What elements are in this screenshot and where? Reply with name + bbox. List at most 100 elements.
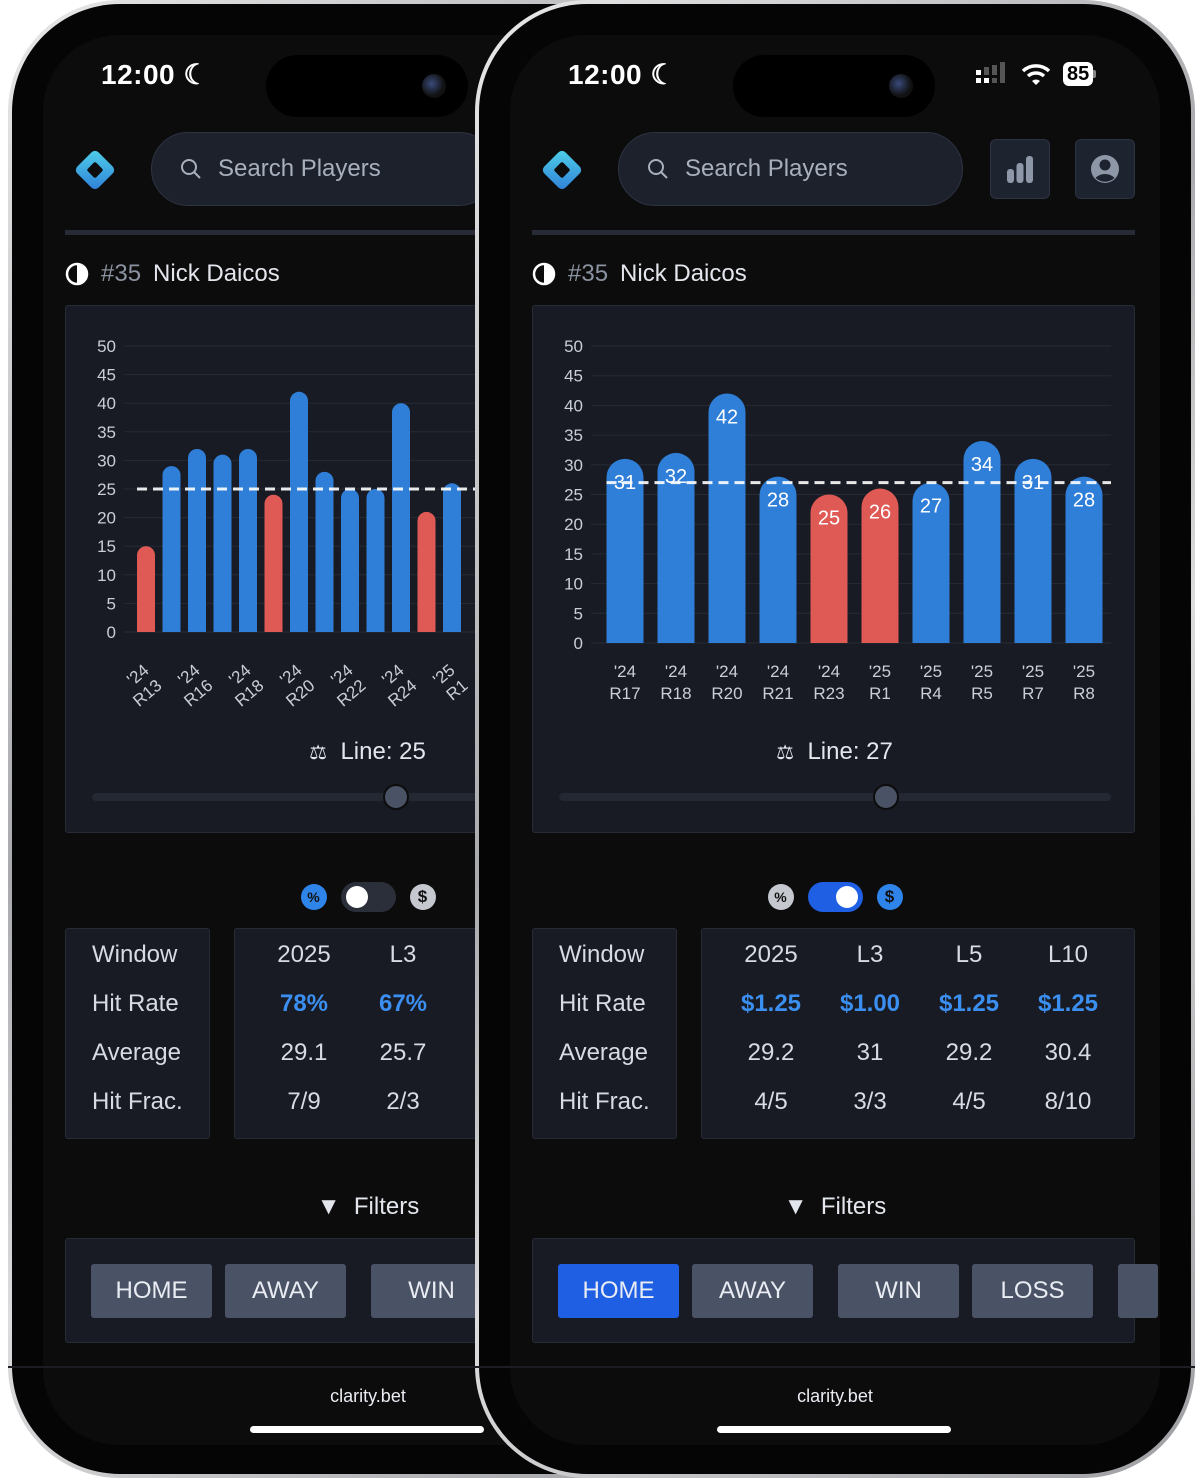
y-tick-label: 0	[107, 623, 116, 642]
wifi-icon	[1021, 64, 1051, 85]
line-slider[interactable]	[559, 793, 1111, 801]
x-tick-label: '24 R21	[762, 662, 793, 703]
bar[interactable]	[213, 454, 232, 632]
mode-toggle[interactable]	[807, 882, 863, 912]
dollar-icon[interactable]: $	[876, 884, 903, 910]
col-window[interactable]: L10	[1047, 941, 1089, 968]
row-label: Hit Frac.	[559, 1088, 650, 1115]
divider	[532, 230, 1135, 235]
col-window[interactable]: L3	[856, 941, 884, 968]
filter-loss-button[interactable]: LOSS	[972, 1264, 1093, 1318]
percent-icon[interactable]: %	[767, 884, 794, 910]
col-window[interactable]: 2025	[277, 941, 331, 968]
search-placeholder: Search Players	[685, 155, 848, 182]
bar-value-label: 34	[971, 454, 993, 476]
col-hit-frac: 2/3	[386, 1088, 420, 1115]
bar-chart-icon	[1007, 156, 1033, 183]
bar[interactable]	[1065, 476, 1103, 643]
divider	[65, 230, 668, 235]
slider-thumb[interactable]	[383, 784, 409, 810]
table-labels-card: Window Hit Rate Average Hit Frac.	[532, 928, 677, 1139]
col-hit-frac: 4/5	[754, 1088, 788, 1115]
y-tick-label: 25	[97, 480, 116, 499]
mode-toggle[interactable]	[340, 882, 396, 912]
col-average: 30.4	[1044, 1039, 1092, 1066]
y-tick-label: 30	[97, 451, 116, 470]
line-slider[interactable]	[92, 793, 644, 801]
col-window[interactable]: 2025	[744, 941, 798, 968]
x-tick-label: '25 R5	[971, 662, 993, 703]
bar[interactable]	[417, 511, 436, 632]
x-tick-label: '24R22	[320, 661, 369, 711]
filter-away-button[interactable]: AWAY	[225, 1264, 346, 1318]
home-indicator[interactable]	[717, 1426, 951, 1433]
y-tick-label: 50	[97, 337, 116, 356]
bar[interactable]	[810, 494, 848, 644]
flask-icon: ⚖	[309, 742, 328, 764]
bar[interactable]	[1014, 458, 1052, 643]
status-time: 12:00 ☾	[568, 59, 677, 90]
bar[interactable]	[963, 441, 1001, 643]
col-window[interactable]: L3	[389, 941, 417, 968]
percent-icon[interactable]: %	[300, 884, 327, 910]
player-title: #35 Nick Daicos	[65, 260, 280, 288]
row-label: Average	[92, 1039, 181, 1066]
filter-win-button[interactable]: WIN	[371, 1264, 492, 1318]
filter-home-button[interactable]: HOME	[91, 1264, 212, 1318]
col-window[interactable]: L5	[955, 941, 983, 968]
cellular-signal-icon	[976, 62, 1005, 83]
line-label: ⚖ Line: 25	[309, 738, 426, 765]
bar[interactable]	[341, 489, 359, 632]
bar[interactable]	[315, 471, 334, 632]
bar[interactable]	[239, 448, 257, 632]
footer-brand[interactable]: clarity.bet	[330, 1386, 406, 1406]
bar[interactable]	[162, 466, 181, 632]
bar[interactable]	[657, 452, 695, 643]
bar[interactable]	[290, 391, 308, 632]
stats-button[interactable]	[990, 139, 1050, 199]
filter-home-button[interactable]: HOME	[558, 1264, 679, 1318]
logo-icon[interactable]	[72, 147, 118, 198]
logo-icon[interactable]	[539, 147, 585, 198]
phone-right: 12:00 ☾ 85 Search Players #35 Nick Daicos…	[475, 0, 1195, 1478]
bar[interactable]	[912, 482, 950, 643]
dollar-icon[interactable]: $	[409, 884, 436, 910]
y-tick-label: 15	[97, 537, 116, 556]
bar[interactable]	[366, 489, 385, 632]
bar[interactable]	[264, 494, 283, 632]
search-input[interactable]: Search Players	[151, 132, 496, 206]
col-average: 29.2	[945, 1039, 993, 1066]
y-tick-label: 20	[564, 515, 583, 534]
bar-value-label: 31	[1022, 472, 1044, 494]
x-tick-label: '24 R23	[813, 662, 844, 703]
home-indicator[interactable]	[250, 1426, 484, 1433]
bar-value-label: 32	[665, 466, 687, 488]
bar[interactable]	[708, 393, 746, 643]
footer-brand[interactable]: clarity.bet	[797, 1386, 873, 1406]
bar[interactable]	[188, 448, 206, 632]
status-icons: 85	[975, 62, 1097, 86]
bar[interactable]	[861, 488, 899, 643]
y-tick-label: 35	[564, 426, 583, 445]
profile-button[interactable]	[1075, 139, 1135, 199]
row-label: Average	[559, 1039, 648, 1066]
user-circle-icon	[1091, 155, 1119, 183]
y-tick-label: 50	[564, 337, 583, 356]
bar[interactable]	[443, 483, 461, 632]
col-hit-rate: 67%	[378, 990, 428, 1017]
col-hit-rate: $1.25	[1037, 990, 1099, 1017]
bar[interactable]	[392, 403, 410, 632]
filter-away-button[interactable]: AWAY	[692, 1264, 813, 1318]
bar[interactable]	[759, 476, 797, 643]
bar[interactable]	[137, 546, 155, 632]
slider-thumb[interactable]	[873, 784, 899, 810]
flask-icon: ⚖	[776, 742, 795, 764]
filter-more-button[interactable]	[1118, 1264, 1158, 1318]
search-input[interactable]: Search Players	[618, 132, 963, 206]
bar[interactable]	[606, 458, 644, 643]
filter-win-button[interactable]: WIN	[838, 1264, 959, 1318]
x-tick-label: '25 R4	[920, 662, 942, 703]
y-tick-label: 40	[564, 396, 583, 415]
stats-table: 2025 $1.25 29.2 4/5 L3 $1.00 31 3/3 L5 $1.…	[701, 928, 1135, 1139]
